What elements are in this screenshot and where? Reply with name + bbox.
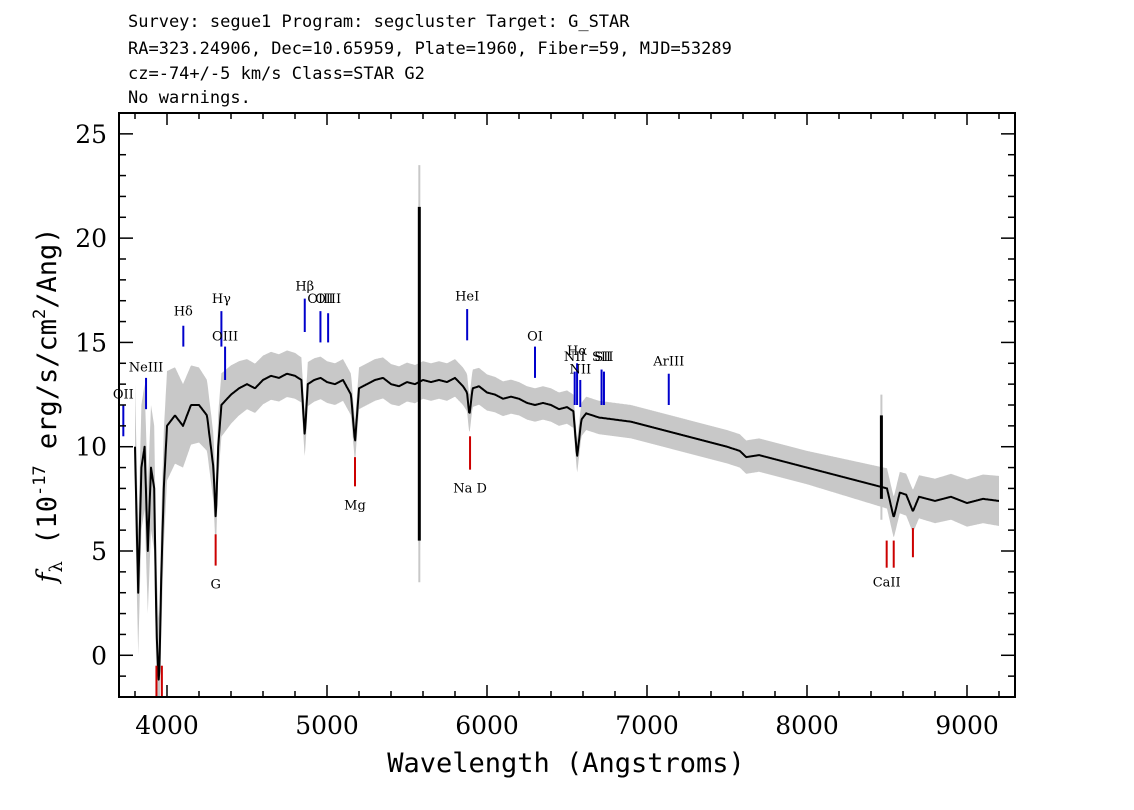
emission-label-1: NeIII xyxy=(129,361,163,376)
x-axis-label: Wavelength (Angstroms) xyxy=(387,748,745,779)
emission-label-5: Hβ xyxy=(295,279,314,294)
emission-label-10: NII xyxy=(564,350,586,365)
y-axis-label: fλ (10-17 erg/s/cm2/Ang) xyxy=(30,227,67,584)
absorption-label-4: Na D xyxy=(453,482,487,497)
flux-line xyxy=(134,372,1000,681)
error-band xyxy=(135,350,999,697)
emission-label-3: Hγ xyxy=(212,292,231,307)
emission-label-2: Hδ xyxy=(174,304,193,319)
emission-label-12: NII xyxy=(569,363,591,378)
x-tick-label: 8000 xyxy=(775,711,839,740)
x-tick-label: 7000 xyxy=(615,711,679,740)
emission-label-8: HeI xyxy=(455,290,479,305)
absorption-label-2: G xyxy=(210,578,220,593)
y-tick-label: 15 xyxy=(75,328,107,357)
emission-label-7: OIII xyxy=(315,292,341,307)
emission-label-11: Hα xyxy=(567,344,587,359)
emission-label-14: SII xyxy=(594,350,613,365)
x-tick-label: 4000 xyxy=(135,711,199,740)
absorption-label-3: Mg xyxy=(344,498,366,513)
emission-label-13: SII xyxy=(592,350,611,365)
emission-label-15: ArIII xyxy=(652,354,684,369)
emission-label-0: OII xyxy=(113,388,134,403)
header-line-redshift: cz=-74+/-5 km/s Class=STAR G2 xyxy=(128,64,425,84)
header-line-warnings: No warnings. xyxy=(128,88,251,108)
y-tick-label: 20 xyxy=(75,224,107,253)
y-tick-label: 10 xyxy=(75,433,107,462)
emission-label-6: OIII xyxy=(307,292,333,307)
y-tick-label: 0 xyxy=(91,641,107,670)
flux-layer xyxy=(134,206,1000,681)
header-line-survey: Survey: segue1 Program: segcluster Targe… xyxy=(128,12,630,32)
x-tick-label: 5000 xyxy=(295,711,359,740)
y-tick-label: 5 xyxy=(91,537,107,566)
y-tick-label: 25 xyxy=(75,120,107,149)
absorption-label-5: CaII xyxy=(873,575,901,590)
error-band-layer xyxy=(135,165,999,697)
header-line-coordinates: RA=323.24906, Dec=10.65959, Plate=1960, … xyxy=(128,39,732,59)
x-tick-label: 9000 xyxy=(935,711,999,740)
x-tick-label: 6000 xyxy=(455,711,519,740)
emission-label-4: OIII xyxy=(212,329,238,344)
emission-label-9: OI xyxy=(527,329,543,344)
axes-layer: 4000 5000 6000 7000 8000 9000 0 5 10 15 20 25 xyxy=(75,112,1016,740)
svg-text:fλ (10-17 erg/s/cm2/Ang): fλ (10-17 erg/s/cm2/Ang) xyxy=(30,227,67,584)
